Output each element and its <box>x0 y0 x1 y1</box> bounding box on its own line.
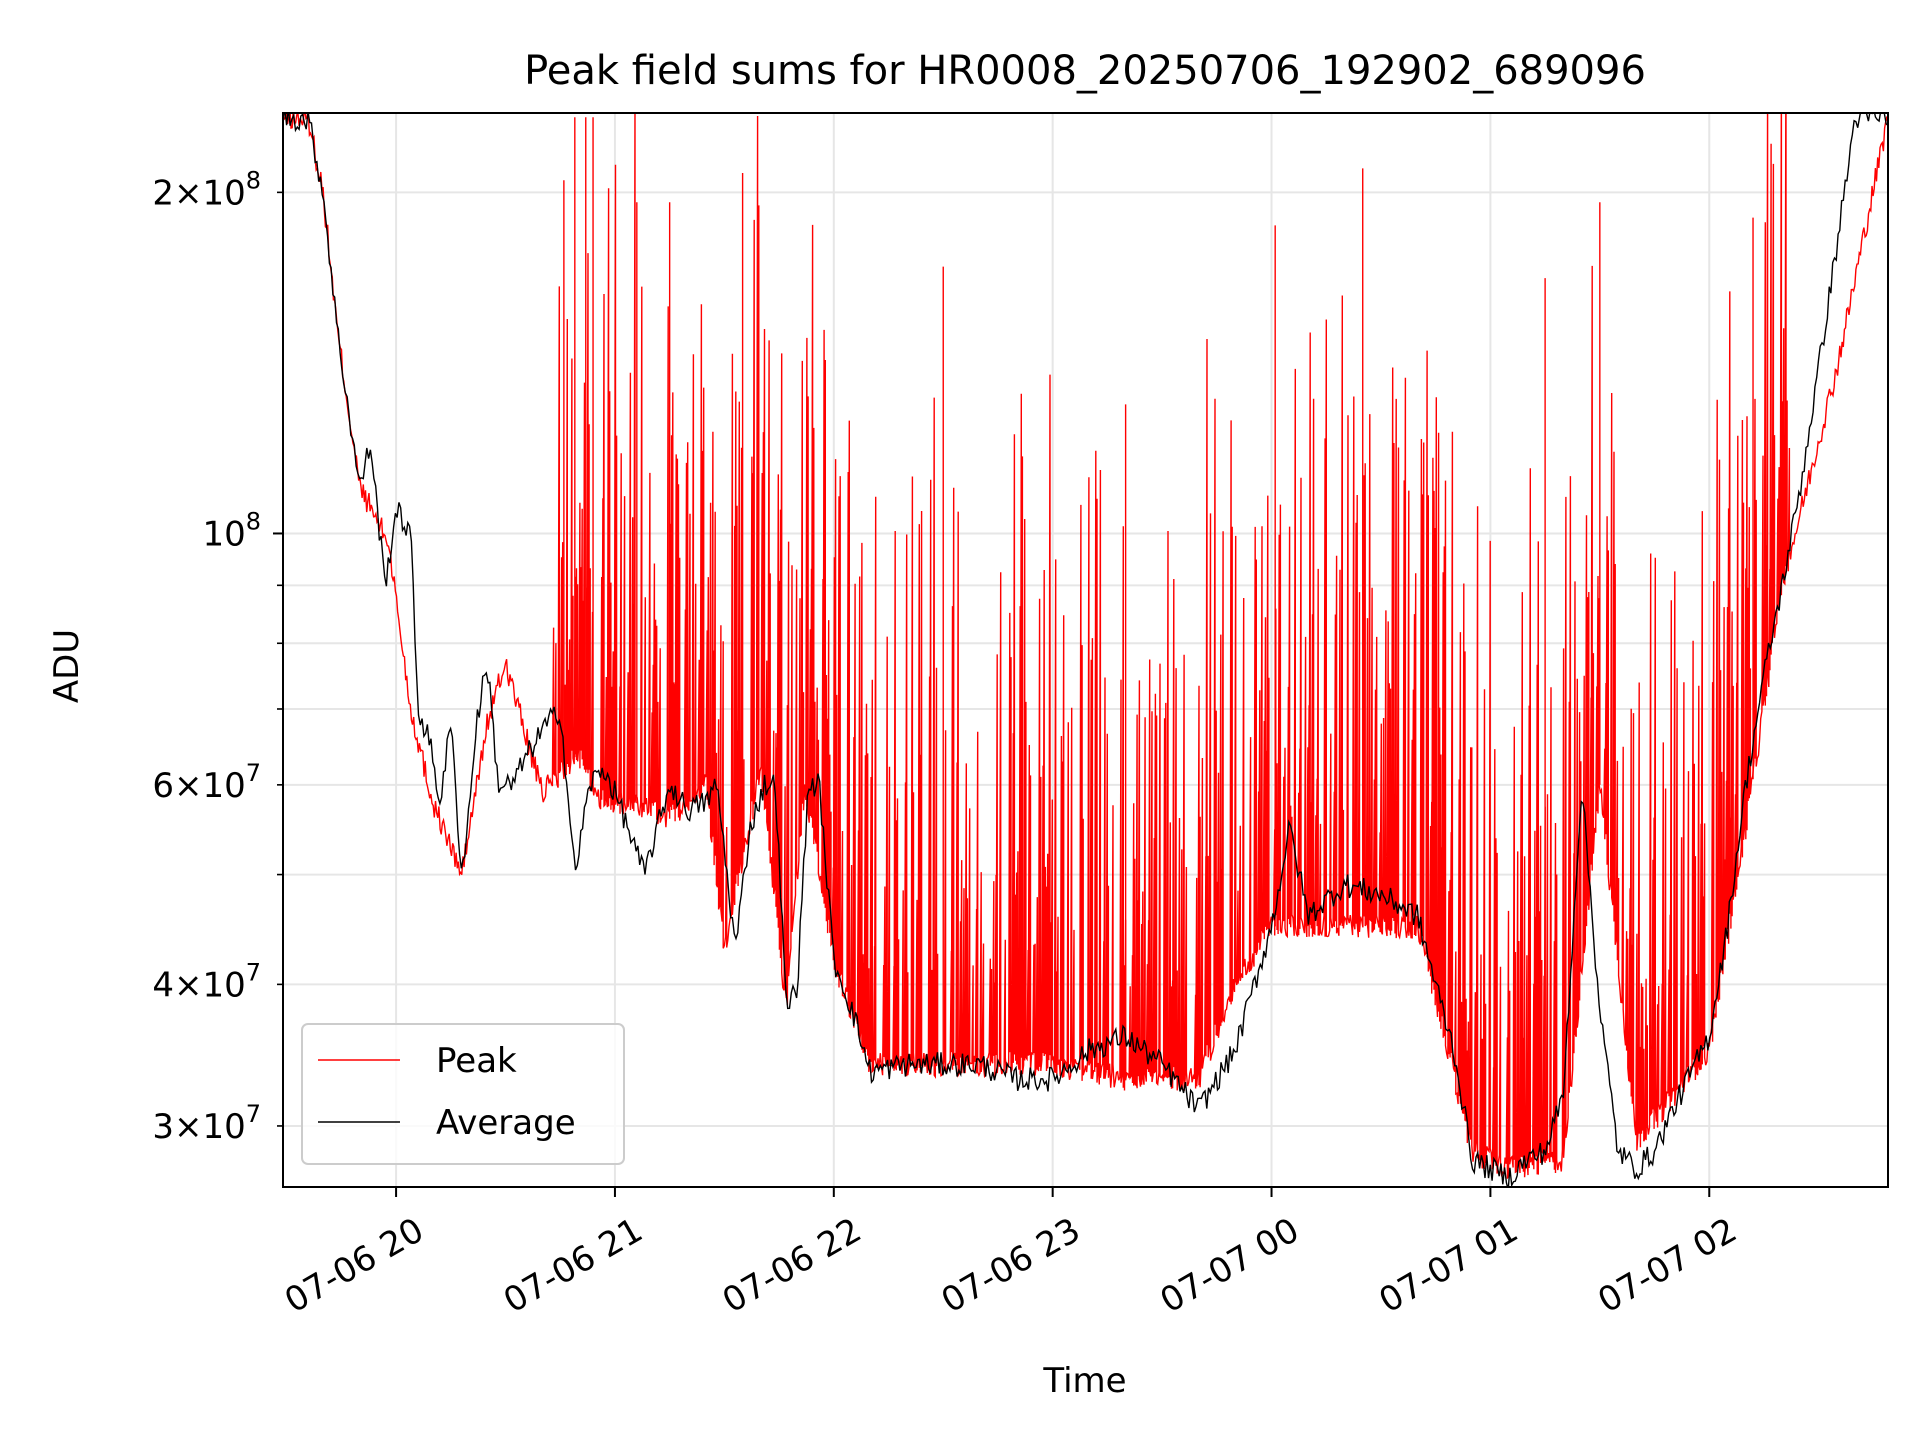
legend-box <box>301 1023 625 1165</box>
legend-label-peak: Peak <box>436 1041 517 1081</box>
chart-title: Peak field sums for HR0008_20250706_1929… <box>524 48 1646 94</box>
y-axis-label: ADU <box>47 629 87 703</box>
series-layer <box>283 113 1888 1187</box>
peak-series-line <box>283 113 1888 1179</box>
y-tick-label: 4×107 <box>152 958 261 1005</box>
y-tick-exponent: 7 <box>246 958 261 986</box>
y-tick-exponent: 7 <box>246 759 261 787</box>
y-tick-exponent: 8 <box>246 507 261 535</box>
y-tick-label: 3×107 <box>152 1100 261 1147</box>
y-tick-exponent: 7 <box>246 1100 261 1128</box>
plot-frame <box>282 112 1889 1188</box>
legend: Peak Average <box>301 1023 625 1165</box>
average-series-line <box>283 113 1888 1187</box>
y-tick-label: 2×108 <box>152 166 261 213</box>
y-tick-label: 6×107 <box>152 759 261 806</box>
x-axis-label: Time <box>1042 1361 1126 1401</box>
legend-label-average: Average <box>436 1103 576 1143</box>
y-tick-exponent: 8 <box>246 166 261 194</box>
